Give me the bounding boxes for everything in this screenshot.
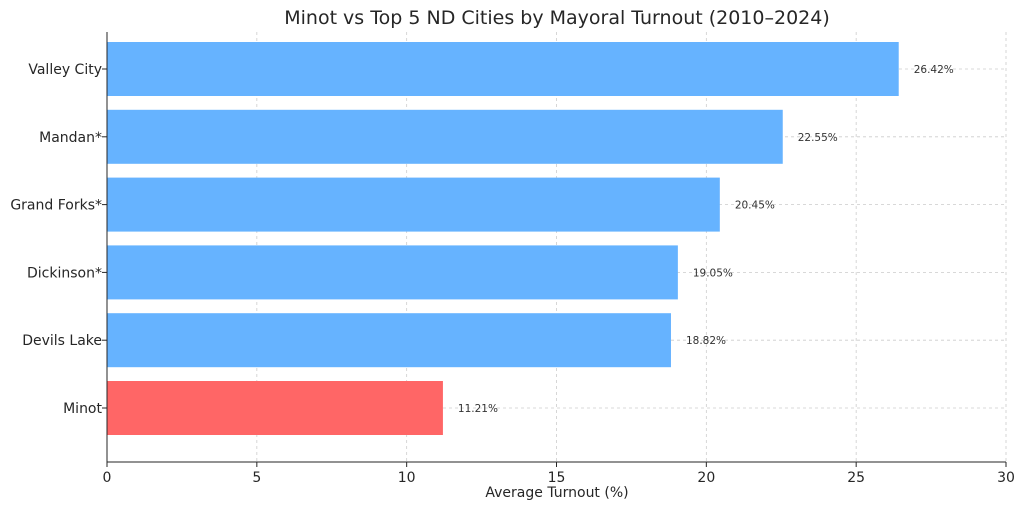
chart-title: Minot vs Top 5 ND Cities by Mayoral Turn…	[284, 7, 830, 29]
axes-layer: 0 5 10 15 20 25 30 Valley City Mandan* Grand Fork…	[10, 32, 1015, 486]
x-tick-label: 30	[997, 470, 1015, 486]
bar	[107, 42, 899, 96]
category-label: Valley City	[28, 62, 102, 78]
x-tick-label: 5	[252, 470, 261, 486]
data-label: 20.45%	[735, 200, 775, 212]
data-label: 18.82%	[686, 335, 726, 347]
x-tick-label: 20	[697, 470, 715, 486]
category-label: Grand Forks*	[10, 198, 102, 214]
x-tick-label: 0	[103, 470, 112, 486]
bar	[107, 109, 783, 164]
x-tick-label: 15	[548, 470, 566, 486]
bar	[107, 177, 720, 232]
category-label: Mandan*	[39, 130, 102, 146]
bar	[107, 381, 443, 435]
bars-layer: 26.42% 22.55% 20.45% 19.05% 18.82% 11.21%	[107, 42, 954, 435]
data-label: 11.21%	[458, 403, 498, 415]
category-label: Devils Lake	[22, 333, 102, 349]
data-label: 22.55%	[798, 132, 838, 144]
category-label: Minot	[63, 401, 102, 417]
bar	[107, 313, 671, 368]
category-label: Dickinson*	[27, 265, 102, 281]
data-label: 26.42%	[914, 64, 954, 76]
bar	[107, 245, 678, 300]
x-tick-label: 25	[847, 470, 865, 486]
x-axis-label: Average Turnout (%)	[485, 485, 628, 501]
x-tick-label: 10	[398, 470, 416, 486]
data-label: 19.05%	[693, 267, 733, 279]
